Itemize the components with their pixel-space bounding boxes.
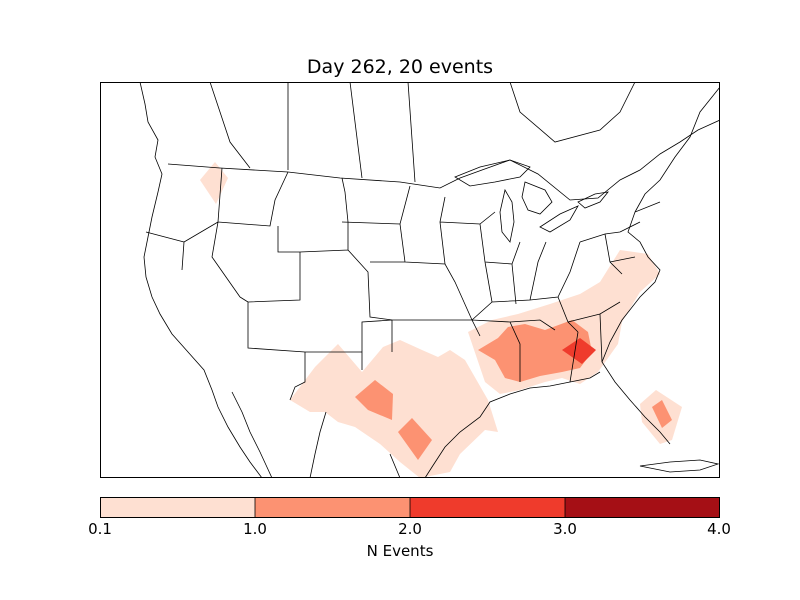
baja-coastline: [231, 391, 273, 478]
mexico-coast: [309, 411, 401, 478]
state-lines: [145, 167, 661, 401]
density-fills: [200, 162, 682, 478]
lake-superior: [454, 159, 531, 187]
colorbar-bin-2: [255, 497, 410, 518]
density-region-texas-medium-south: [398, 418, 432, 460]
density-region-washington: [200, 162, 228, 204]
canada-us-border: [167, 119, 720, 201]
density-region-florida-medium: [652, 400, 672, 428]
colorbar-tick-3: 3.0: [553, 520, 577, 538]
density-region-texas: [290, 340, 498, 478]
atlantic-coastline: [601, 86, 720, 445]
canada-province-lines: [209, 82, 416, 183]
density-region-georgia-dark: [562, 338, 596, 364]
pacific-coastline: [139, 82, 263, 478]
colorbar-tick-1: 1.0: [243, 520, 267, 538]
colorbar-bin-4: [565, 497, 720, 518]
density-region-southeast: [468, 250, 660, 394]
colorbar-bin-3: [410, 497, 565, 518]
colorbar-label: N Events: [366, 542, 434, 560]
colorbar-tick-0: 0.1: [88, 520, 112, 538]
cuba: [639, 459, 720, 473]
boundary-lines: [139, 82, 720, 478]
map-border: [100, 82, 720, 478]
lake-huron: [521, 181, 553, 215]
lake-ontario: [577, 191, 609, 209]
map-panel: [100, 82, 720, 478]
event-density-map: [100, 82, 720, 478]
colorbar: [100, 497, 720, 518]
colorbar-bin-1: [100, 497, 255, 518]
gulf-coastline: [424, 371, 601, 478]
map-title: Day 262, 20 events: [306, 56, 494, 78]
density-region-texas-medium: [355, 380, 393, 420]
hudson-bay-coast: [509, 82, 636, 143]
lake-erie: [539, 205, 579, 233]
colorbar-tick-4: 4.0: [707, 520, 731, 538]
lake-michigan: [499, 188, 515, 243]
density-region-southeast-medium: [478, 320, 592, 382]
colorbar-tick-2: 2.0: [398, 520, 422, 538]
